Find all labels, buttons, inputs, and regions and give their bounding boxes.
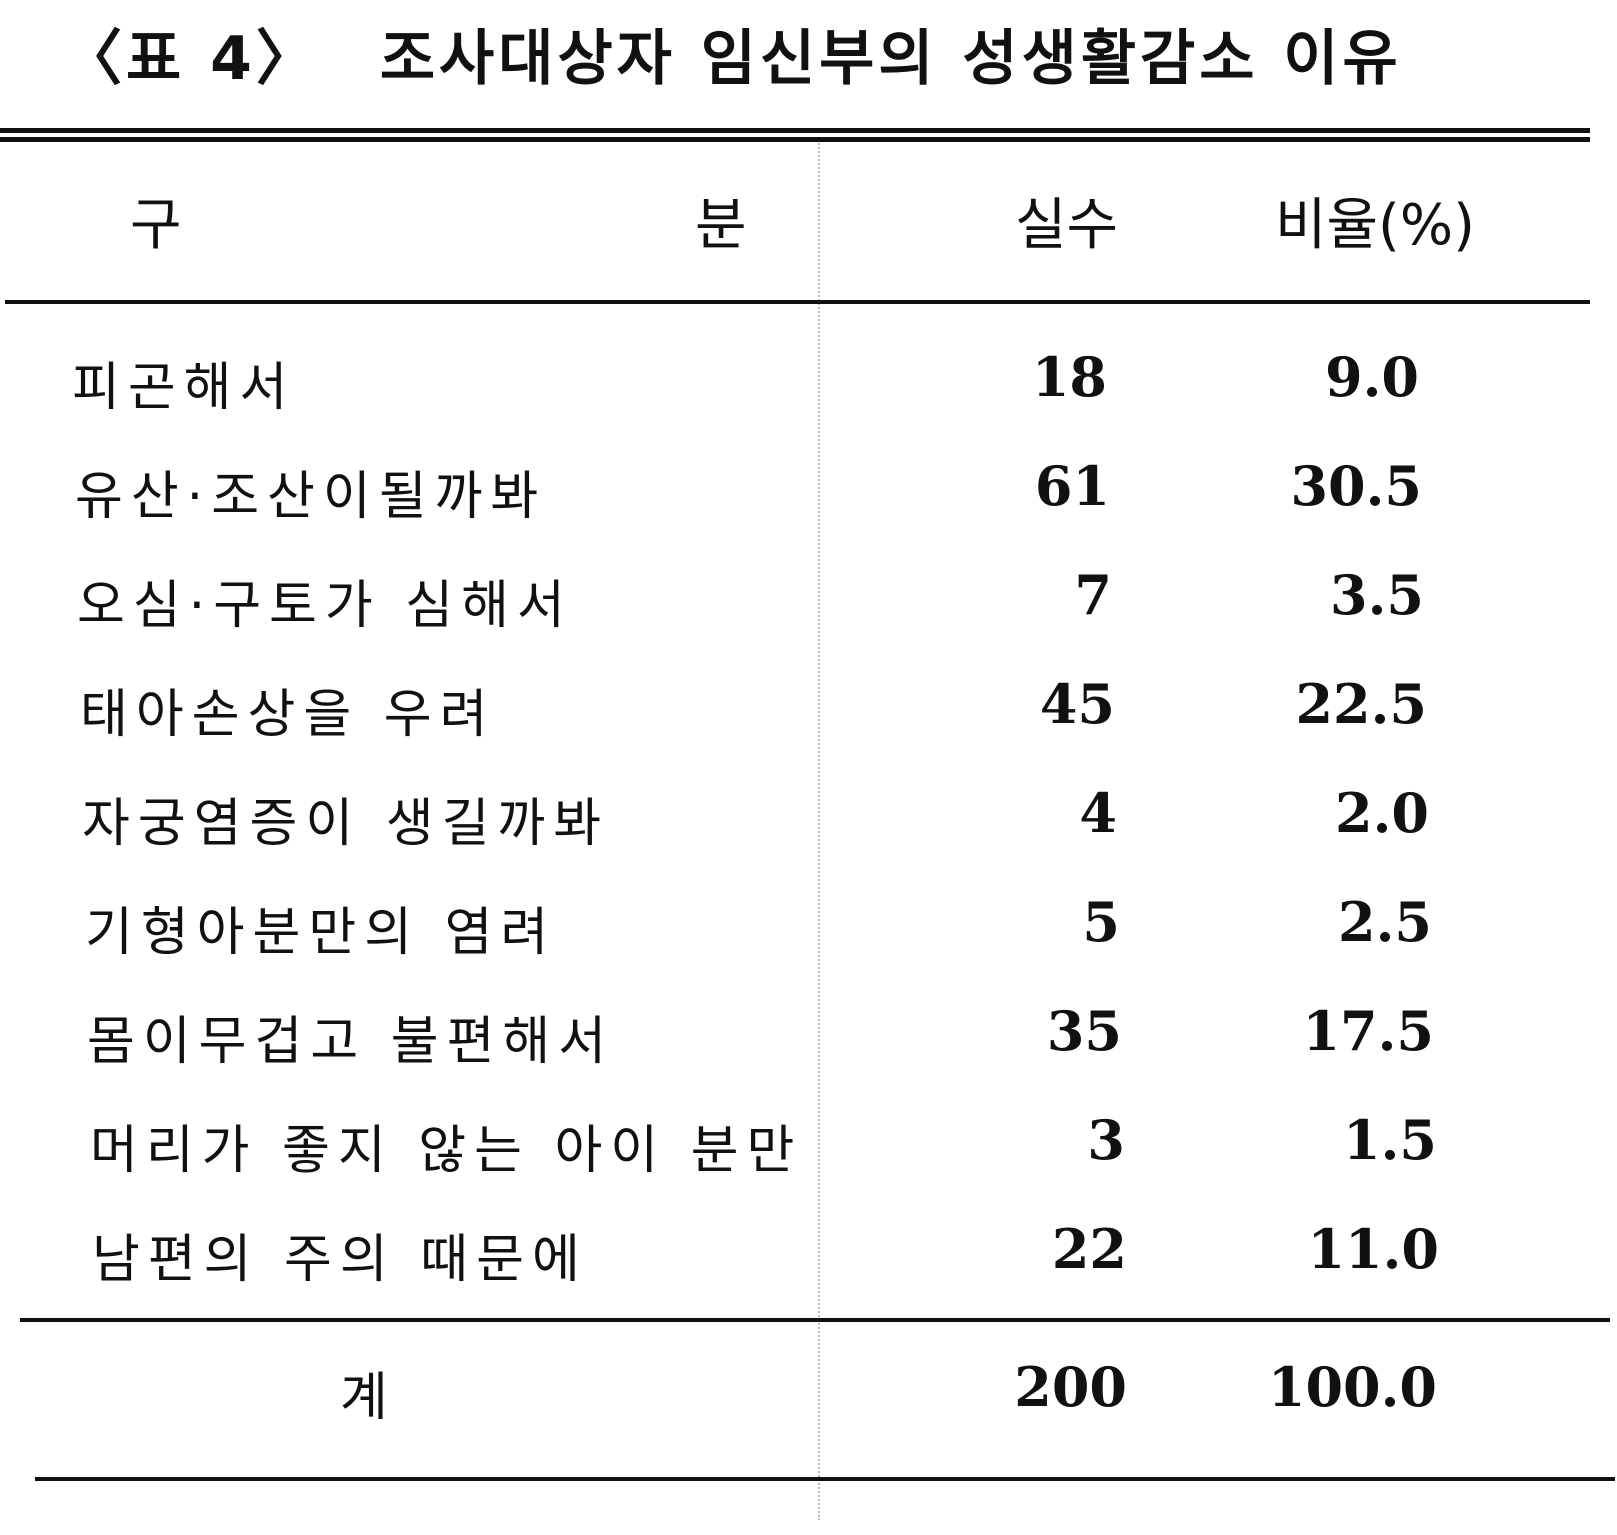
header-rule (5, 300, 1590, 304)
row-label: 태아손상을 우려 (80, 685, 496, 745)
row-count: 4 (1079, 781, 1117, 845)
row-percent: 2.5 (1338, 890, 1432, 954)
table-row: 유산·조산이될까봐 61 30.5 (0, 454, 1617, 564)
table-row: 오심·구토가 심해서 7 3.5 (0, 563, 1617, 673)
total-percent: 100.0 (1267, 1355, 1437, 1419)
table-row: 기형아분만의 염려 5 2.5 (0, 890, 1617, 1000)
header-category-left: 구 (130, 193, 182, 258)
row-label: 피곤해서 (72, 358, 296, 418)
row-percent: 9.0 (1325, 345, 1419, 409)
row-label: 몸이무겁고 불편해서 (87, 1012, 615, 1072)
row-percent: 3.5 (1330, 563, 1424, 627)
table-title: 〈표 4〉 조사대상자 임신부의 성생활감소 이유 (62, 10, 1402, 97)
total-row: 계 200 100.0 (0, 1355, 1617, 1465)
table-row: 피곤해서 18 9.0 (0, 345, 1617, 455)
table-row: 머리가 좋지 않는 아이 분만 3 1.5 (0, 1108, 1617, 1218)
row-count: 35 (1046, 999, 1122, 1063)
top-rule-1 (0, 128, 1590, 133)
row-count: 45 (1039, 672, 1115, 736)
table-number: 〈표 4〉 (62, 24, 320, 94)
top-rule-2 (0, 137, 1590, 142)
table-row: 남편의 주의 때문에 22 11.0 (0, 1217, 1617, 1327)
row-count: 5 (1082, 890, 1120, 954)
table-row: 태아손상을 우려 45 22.5 (0, 672, 1617, 782)
row-count: 3 (1087, 1108, 1125, 1172)
header-count: 실수 (1015, 193, 1119, 258)
table-row: 자궁염증이 생길까봐 4 2.0 (0, 781, 1617, 891)
header-category-right: 분 (695, 193, 747, 258)
row-percent: 22.5 (1295, 672, 1427, 736)
row-label: 머리가 좋지 않는 아이 분만 (90, 1121, 803, 1181)
row-count: 22 (1051, 1217, 1127, 1281)
table-title-text: 조사대상자 임신부의 성생활감소 이유 (379, 24, 1402, 94)
total-rule (20, 1318, 1610, 1322)
row-percent: 1.5 (1343, 1108, 1437, 1172)
row-percent: 17.5 (1302, 999, 1434, 1063)
total-label: 계 (340, 1368, 396, 1428)
row-percent: 30.5 (1290, 454, 1422, 518)
row-count: 7 (1074, 563, 1112, 627)
row-count: 61 (1034, 454, 1110, 518)
row-label: 기형아분만의 염려 (85, 903, 557, 963)
scan-artifact-dots (818, 140, 820, 1520)
row-label: 남편의 주의 때문에 (92, 1230, 588, 1290)
row-label: 오심·구토가 심해서 (77, 576, 573, 636)
total-count: 200 (1014, 1355, 1127, 1419)
bottom-rule (35, 1477, 1615, 1481)
row-count: 18 (1031, 345, 1107, 409)
row-percent: 11.0 (1307, 1217, 1439, 1281)
table-row: 몸이무겁고 불편해서 35 17.5 (0, 999, 1617, 1109)
header-percent: 비율(%) (1275, 193, 1475, 258)
row-percent: 2.0 (1335, 781, 1429, 845)
row-label: 자궁염증이 생길까봐 (82, 794, 610, 854)
row-label: 유산·조산이될까봐 (75, 467, 547, 527)
